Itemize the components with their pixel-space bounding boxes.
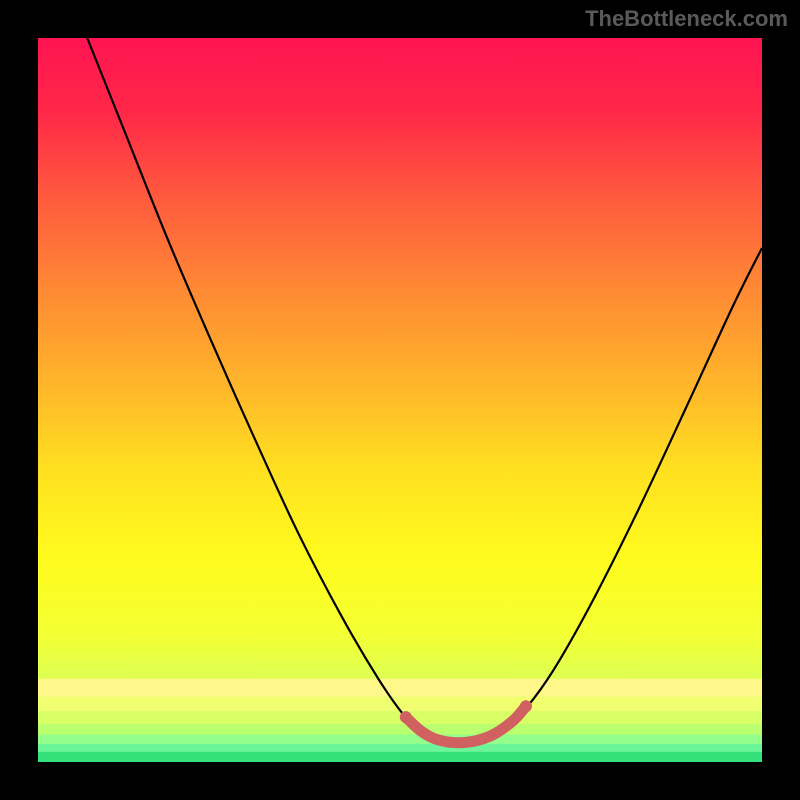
chart-canvas: [0, 0, 800, 800]
highlight-start-dot: [400, 711, 412, 723]
highlight-end-dot: [520, 700, 532, 712]
gradient-band: [38, 752, 762, 762]
plot-background: [38, 38, 762, 762]
gradient-band: [38, 724, 762, 734]
bottleneck-chart: TheBottleneck.com: [0, 0, 800, 800]
watermark-text: TheBottleneck.com: [585, 6, 788, 32]
gradient-band: [38, 679, 762, 697]
gradient-band: [38, 734, 762, 743]
gradient-band: [38, 744, 762, 752]
